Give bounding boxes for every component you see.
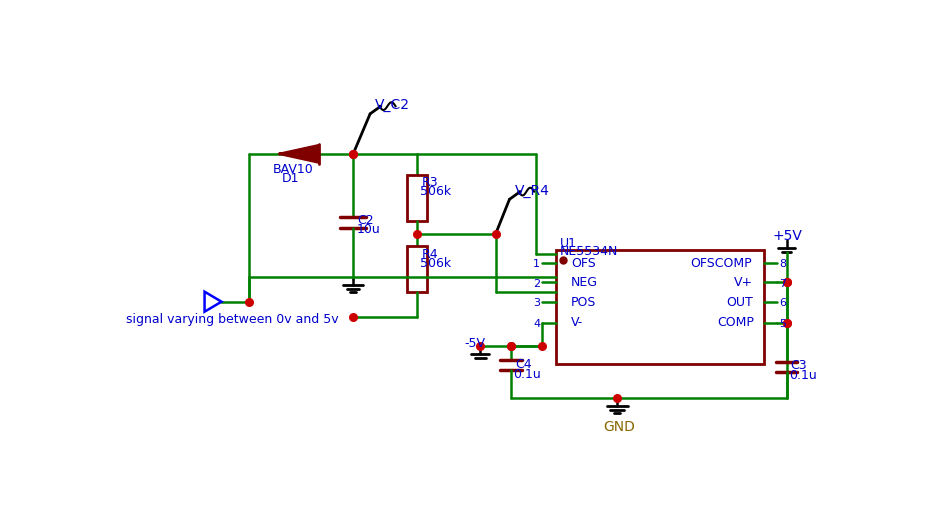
Text: GND: GND bbox=[603, 419, 635, 434]
Text: 5: 5 bbox=[778, 319, 785, 329]
Text: V_C2: V_C2 bbox=[375, 98, 410, 112]
Text: signal varying between 0v and 5v: signal varying between 0v and 5v bbox=[126, 313, 338, 326]
Text: 0.1u: 0.1u bbox=[788, 370, 816, 382]
Text: 0.1u: 0.1u bbox=[513, 368, 540, 381]
Text: POS: POS bbox=[570, 296, 596, 309]
Text: 8: 8 bbox=[778, 259, 785, 269]
Text: OFS: OFS bbox=[570, 257, 595, 270]
Text: +5V: +5V bbox=[772, 229, 802, 243]
Text: -5V: -5V bbox=[464, 337, 486, 350]
Text: OUT: OUT bbox=[726, 296, 753, 309]
Text: 1: 1 bbox=[533, 259, 540, 269]
Text: 506k: 506k bbox=[420, 185, 451, 198]
Text: OFSCOMP: OFSCOMP bbox=[690, 257, 751, 270]
Text: V+: V+ bbox=[733, 276, 753, 289]
Text: 506k: 506k bbox=[420, 257, 451, 270]
Bar bbox=[555, 250, 763, 364]
Bar bbox=[407, 175, 426, 221]
Text: 10u: 10u bbox=[357, 223, 380, 236]
Text: V-: V- bbox=[570, 317, 583, 329]
Text: 6: 6 bbox=[778, 298, 785, 308]
Text: R3: R3 bbox=[421, 176, 438, 189]
Text: COMP: COMP bbox=[717, 317, 754, 329]
Polygon shape bbox=[280, 145, 318, 162]
Bar bbox=[407, 246, 426, 292]
Text: 4: 4 bbox=[533, 319, 540, 329]
Text: C2: C2 bbox=[357, 214, 374, 227]
Text: C4: C4 bbox=[514, 358, 531, 371]
Text: U1: U1 bbox=[559, 237, 576, 250]
Text: D1: D1 bbox=[281, 172, 298, 185]
Text: C3: C3 bbox=[790, 360, 806, 372]
Text: V_R4: V_R4 bbox=[514, 184, 549, 198]
Text: NEG: NEG bbox=[570, 276, 597, 289]
Text: BAV10: BAV10 bbox=[272, 163, 312, 176]
Text: 7: 7 bbox=[778, 279, 785, 289]
Text: NE5534N: NE5534N bbox=[559, 246, 617, 258]
Text: 2: 2 bbox=[533, 279, 540, 289]
Text: 3: 3 bbox=[533, 298, 540, 308]
Text: R4: R4 bbox=[421, 248, 438, 261]
